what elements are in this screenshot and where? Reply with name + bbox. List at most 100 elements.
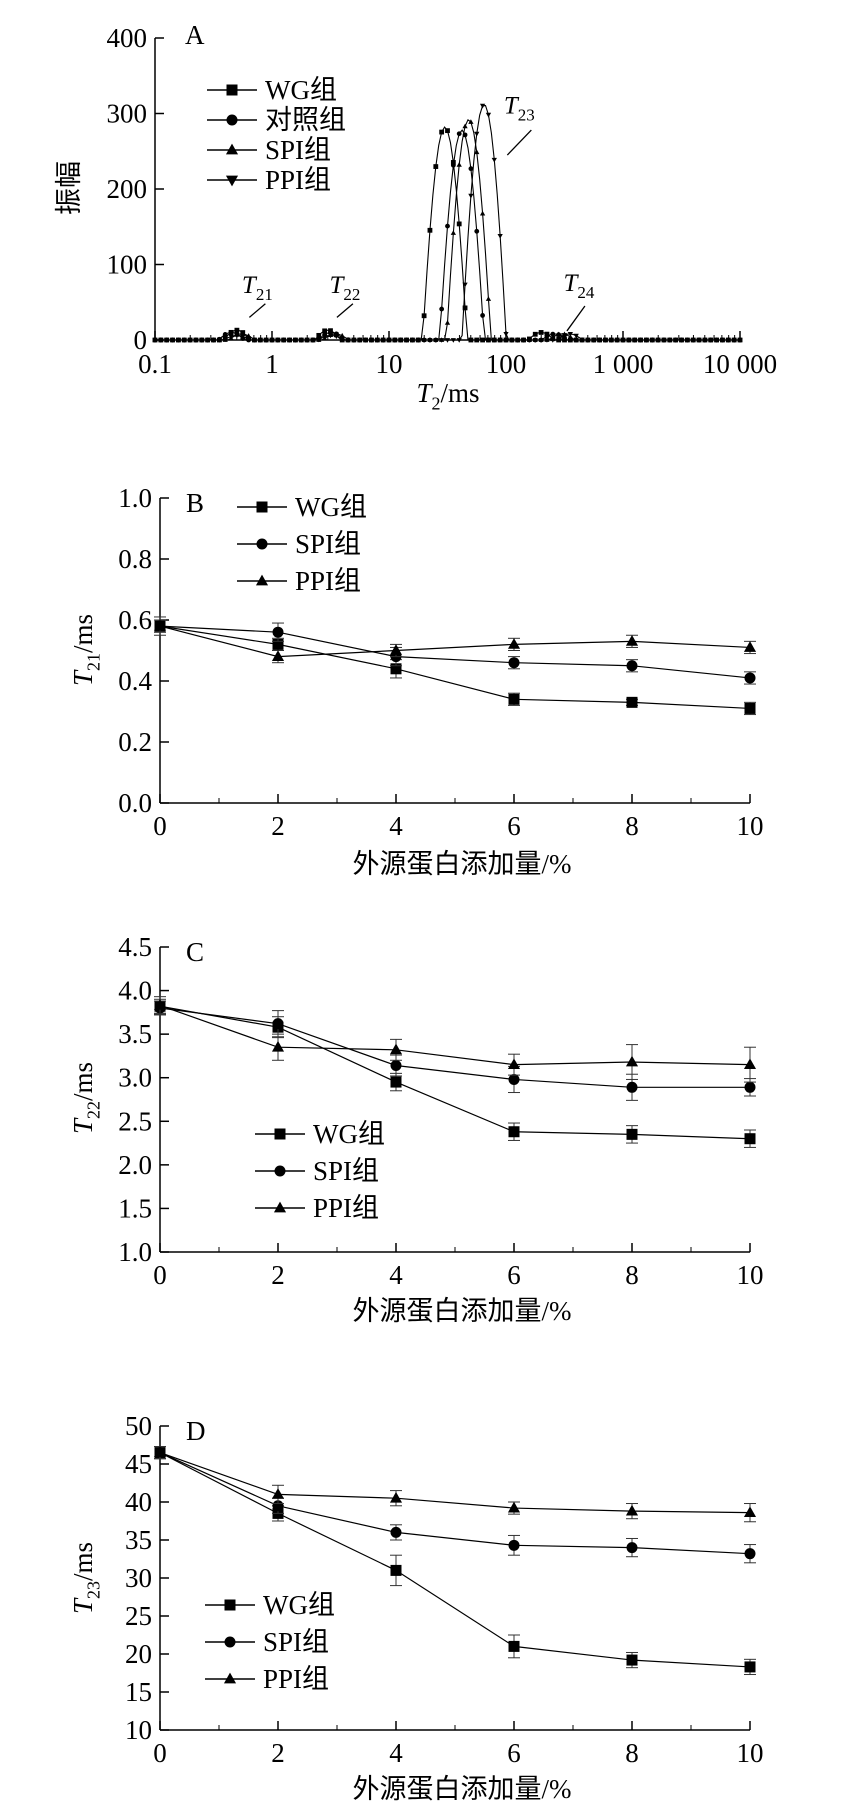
data-point bbox=[508, 657, 520, 669]
data-point bbox=[386, 338, 392, 343]
data-point bbox=[480, 313, 485, 318]
series-line bbox=[159, 1452, 751, 1668]
data-point bbox=[357, 338, 363, 343]
data-point bbox=[744, 702, 756, 714]
series-line bbox=[155, 126, 740, 341]
legend-marker bbox=[224, 1636, 236, 1648]
data-point bbox=[632, 338, 638, 343]
data-point bbox=[626, 338, 632, 343]
data-point bbox=[462, 305, 468, 311]
x-tick-label: 8 bbox=[625, 1260, 639, 1290]
legend-label: WG组 bbox=[295, 492, 367, 522]
y-axis-title-unit: /ms bbox=[68, 1542, 98, 1581]
data-point bbox=[744, 1081, 756, 1093]
data-point bbox=[164, 338, 170, 343]
x-tick-label: 2 bbox=[271, 1260, 285, 1290]
x-tick-label: 6 bbox=[507, 1260, 521, 1290]
peak-label-21: T21 bbox=[242, 272, 273, 304]
data-point bbox=[625, 1504, 639, 1516]
data-point bbox=[275, 338, 281, 343]
legend-label: WG组 bbox=[313, 1119, 385, 1149]
data-point bbox=[339, 332, 345, 338]
x-tick-label: 10 000 bbox=[703, 349, 777, 379]
data-point bbox=[507, 1501, 521, 1513]
y-tick-label: 35 bbox=[125, 1525, 152, 1555]
data-point bbox=[508, 1126, 520, 1138]
data-point bbox=[567, 332, 573, 337]
peak-label-24-main: T bbox=[563, 270, 579, 297]
y-tick-label: 25 bbox=[125, 1601, 152, 1631]
x-axis-title: 外源蛋白添加量/% bbox=[353, 849, 572, 879]
data-point bbox=[339, 337, 345, 342]
x-tick-label: 4 bbox=[389, 1738, 403, 1768]
y-tick-label: 1.0 bbox=[118, 483, 152, 513]
data-point bbox=[550, 331, 556, 337]
data-point bbox=[368, 338, 375, 343]
data-point bbox=[322, 334, 328, 340]
y-tick-label: 400 bbox=[107, 23, 148, 53]
y-tick-label: 20 bbox=[125, 1639, 152, 1669]
legend-marker bbox=[226, 84, 238, 96]
legend-label: 对照组 bbox=[265, 105, 346, 135]
peak-label-22-sub: 22 bbox=[343, 285, 360, 304]
data-point bbox=[228, 334, 234, 340]
data-point bbox=[351, 338, 357, 343]
data-point bbox=[245, 333, 252, 338]
data-point bbox=[153, 619, 167, 631]
data-point bbox=[744, 672, 756, 684]
data-point bbox=[316, 332, 322, 338]
series-line bbox=[155, 129, 740, 341]
panel-label: A bbox=[185, 20, 205, 50]
data-point bbox=[362, 338, 369, 343]
legend-marker bbox=[225, 143, 239, 155]
data-point bbox=[649, 338, 655, 343]
data-point bbox=[544, 338, 550, 343]
series-1 bbox=[154, 619, 756, 685]
data-point bbox=[567, 337, 573, 343]
legend-label: PPI组 bbox=[265, 165, 331, 195]
data-point bbox=[556, 331, 562, 337]
y-tick-label: 0 bbox=[134, 325, 148, 355]
y-axis-title-sub: 22 bbox=[84, 1101, 104, 1119]
data-point bbox=[462, 282, 468, 288]
panel-label: D bbox=[186, 1416, 206, 1446]
legend-label: PPI组 bbox=[295, 566, 361, 596]
data-point bbox=[298, 338, 304, 343]
x-tick-label: 10 bbox=[737, 811, 764, 841]
data-point bbox=[538, 330, 544, 335]
data-point bbox=[673, 338, 679, 343]
data-point bbox=[690, 338, 696, 343]
x-tick-label: 1 bbox=[265, 349, 279, 379]
data-point bbox=[608, 338, 614, 343]
data-point bbox=[474, 337, 480, 343]
peak-arrow bbox=[248, 303, 266, 318]
data-point bbox=[409, 338, 416, 343]
y-axis-title-unit: /ms bbox=[68, 1062, 98, 1101]
data-point bbox=[193, 338, 199, 343]
data-point bbox=[433, 164, 439, 169]
y-axis-title: T22/ms bbox=[68, 1062, 104, 1134]
data-point bbox=[509, 338, 515, 343]
data-point bbox=[626, 1654, 638, 1666]
x-axis-title: 外源蛋白添加量/% bbox=[353, 1774, 572, 1802]
data-point bbox=[439, 338, 445, 343]
y-axis-title-sub: 21 bbox=[84, 653, 104, 671]
y-tick-label: 2.5 bbox=[118, 1106, 152, 1136]
x-axis-title: 外源蛋白添加量/% bbox=[353, 1296, 572, 1326]
data-point bbox=[468, 119, 474, 124]
series-1 bbox=[154, 1446, 756, 1564]
legend-marker bbox=[225, 175, 239, 187]
data-point bbox=[725, 338, 731, 343]
data-point bbox=[719, 338, 726, 343]
data-point bbox=[345, 338, 351, 343]
legend-label: PPI组 bbox=[263, 1664, 329, 1694]
data-point bbox=[486, 337, 491, 343]
data-point bbox=[614, 338, 620, 343]
data-point bbox=[625, 1055, 639, 1067]
data-point bbox=[573, 337, 579, 342]
data-point bbox=[271, 1488, 285, 1499]
data-point bbox=[153, 999, 167, 1010]
data-point bbox=[713, 338, 720, 343]
